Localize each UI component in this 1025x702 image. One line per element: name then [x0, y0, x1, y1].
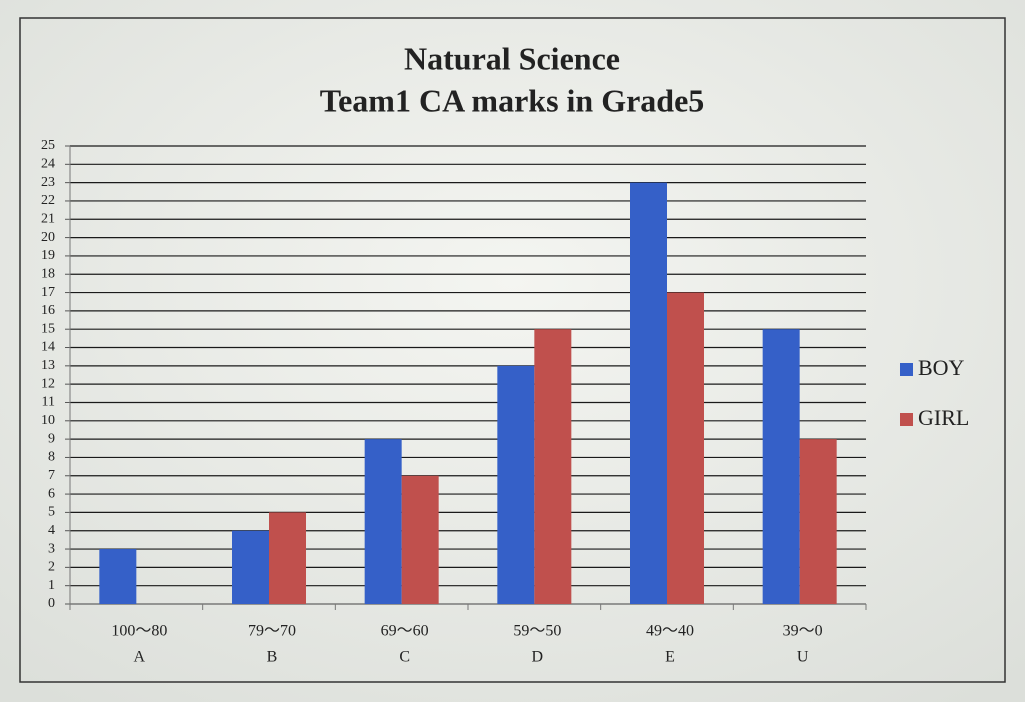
y-tick-label: 4 [48, 523, 55, 538]
y-tick-label: 23 [41, 175, 55, 190]
chart-title: Team1 CA marks in Grade5 [320, 82, 705, 118]
bar [269, 512, 306, 604]
x-tick-label: 69～60 [381, 623, 429, 640]
y-tick-label: 16 [41, 303, 55, 318]
bar [232, 530, 269, 604]
y-tick-label: 20 [41, 230, 55, 245]
x-tick-label: B [267, 649, 278, 666]
y-tick-label: 5 [48, 505, 55, 520]
y-tick-label: 1 [48, 578, 55, 593]
bar [762, 329, 800, 604]
x-tick-label: C [399, 649, 410, 666]
bar [799, 439, 837, 604]
y-tick-label: 7 [48, 468, 55, 483]
x-tick-label: 100～80 [111, 623, 167, 640]
bar [99, 549, 137, 604]
x-tick-label: 59～50 [513, 623, 561, 640]
y-tick-label: 19 [41, 248, 55, 263]
y-tick-label: 8 [48, 450, 55, 465]
y-tick-label: 21 [41, 211, 55, 226]
bar [497, 365, 535, 604]
y-tick-label: 3 [48, 541, 55, 556]
bar [401, 475, 439, 604]
bar [630, 182, 667, 604]
x-tick-label: E [665, 649, 675, 666]
bar [667, 292, 704, 604]
y-tick-label: 14 [41, 340, 55, 355]
bar [534, 329, 572, 604]
y-tick-label: 9 [48, 431, 55, 446]
x-tick-label: D [532, 649, 544, 666]
x-tick-label: 39～0 [783, 623, 823, 640]
y-tick-label: 13 [41, 358, 55, 373]
y-tick-label: 11 [42, 395, 55, 410]
y-tick-label: 12 [41, 376, 55, 391]
y-tick-label: 18 [41, 266, 55, 281]
chart-title: Natural Science [404, 40, 620, 76]
y-tick-label: 15 [41, 321, 55, 336]
legend-label: BOY [918, 355, 965, 380]
y-tick-label: 25 [41, 138, 55, 153]
y-tick-label: 10 [41, 413, 55, 428]
x-tick-label: 79～70 [248, 623, 296, 640]
y-tick-label: 6 [48, 486, 55, 501]
y-tick-label: 17 [41, 285, 55, 300]
y-tick-label: 24 [41, 157, 55, 172]
legend-label: GIRL [918, 405, 969, 430]
y-tick-label: 0 [48, 596, 55, 611]
x-tick-label: 49～40 [646, 623, 694, 640]
bar [364, 439, 402, 604]
x-tick-label: A [134, 649, 146, 666]
chart-frame [19, 17, 1006, 683]
x-tick-label: U [797, 649, 809, 666]
legend-swatch [900, 363, 913, 376]
y-tick-label: 2 [48, 560, 55, 575]
legend-swatch [900, 413, 913, 426]
y-tick-label: 22 [41, 193, 55, 208]
